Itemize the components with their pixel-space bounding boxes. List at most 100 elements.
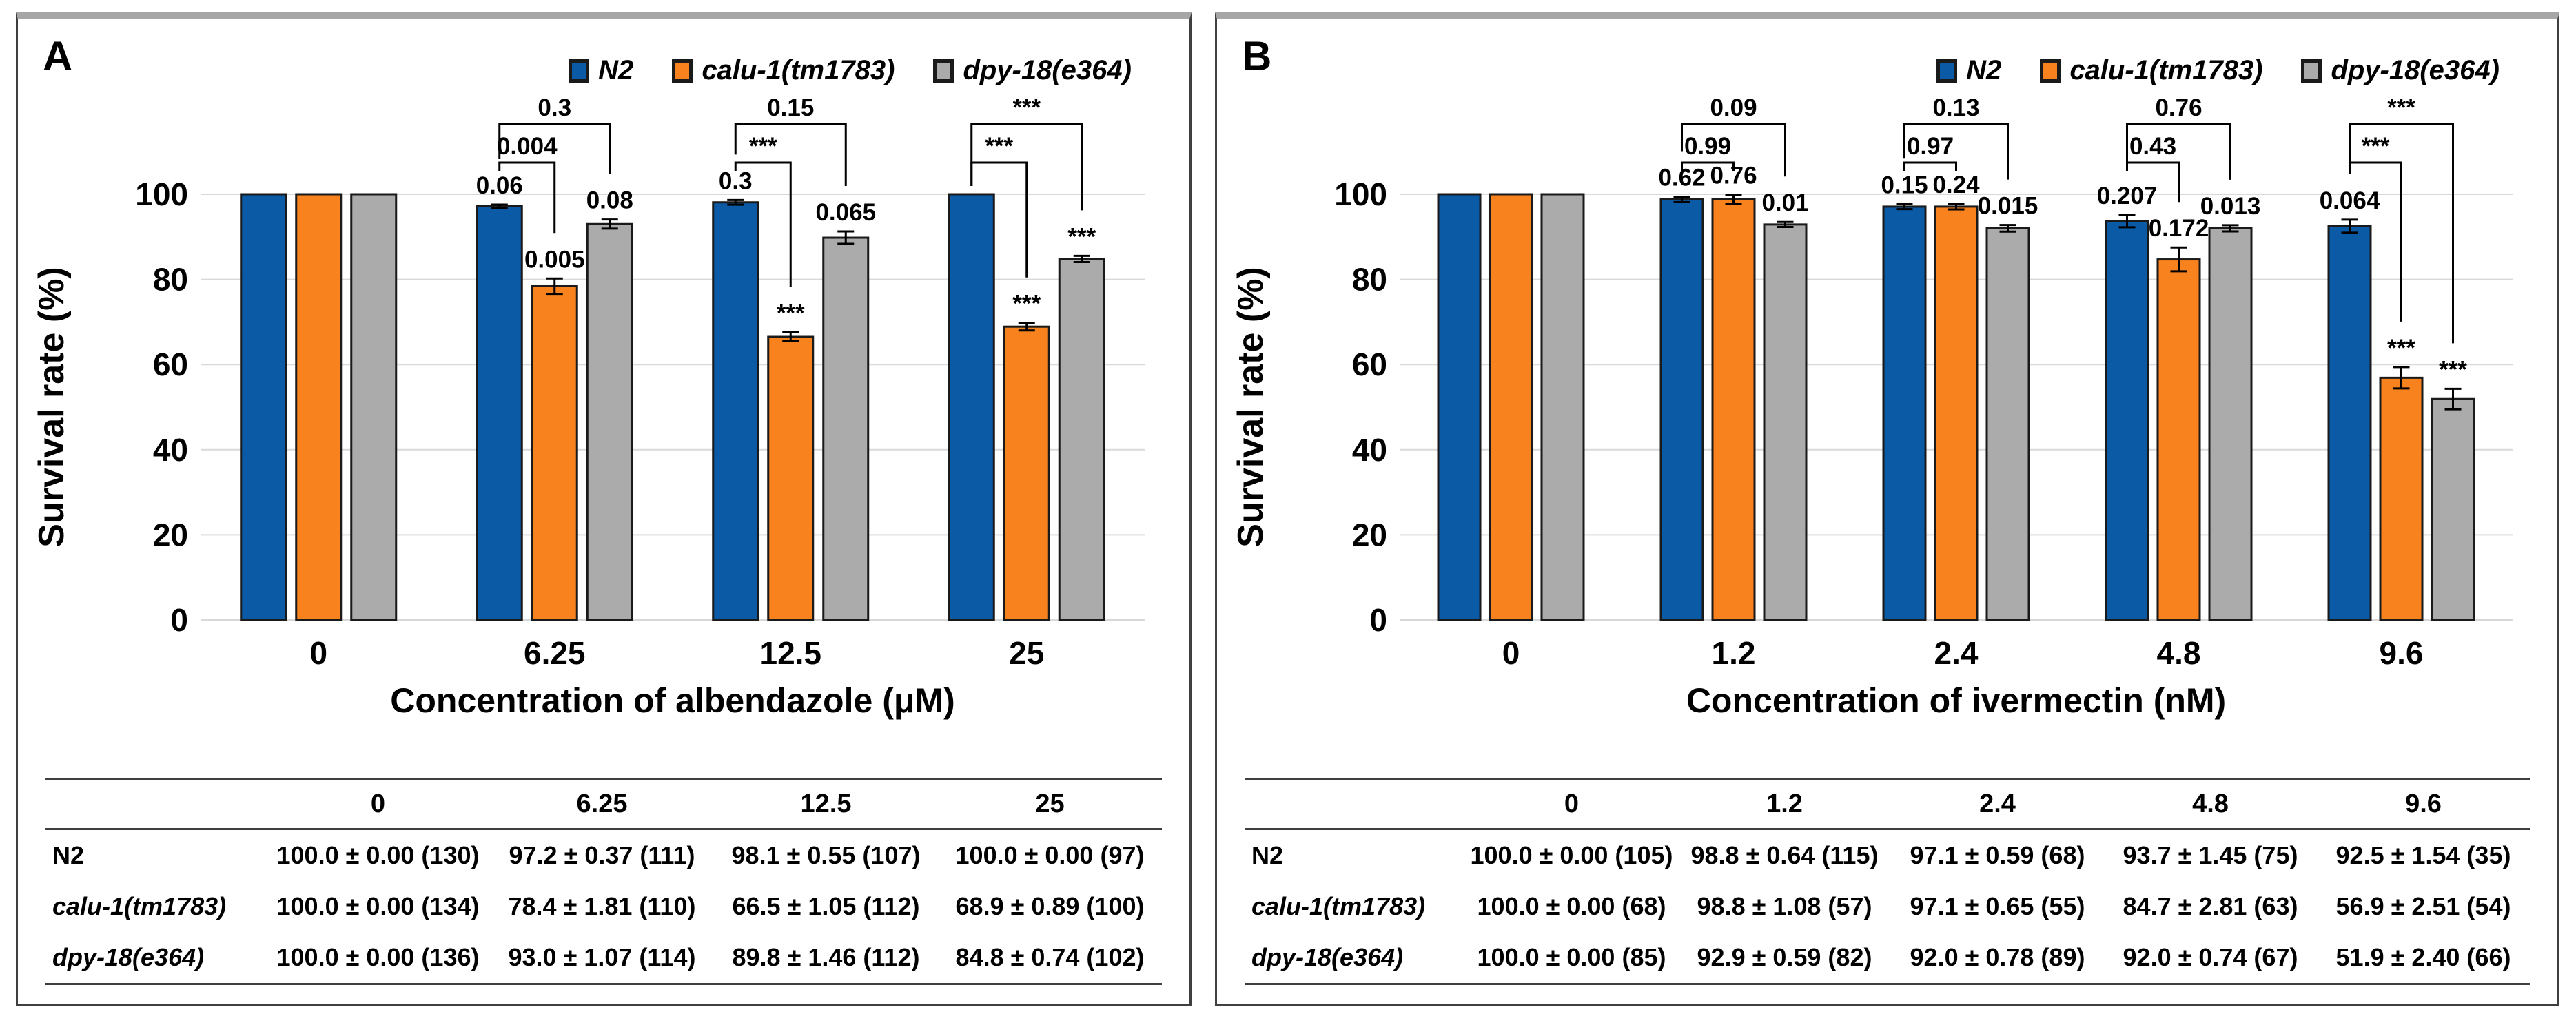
y-tick-label: 20 [1352, 517, 1387, 552]
table-cell: 100.0 ± 0.00 (105) [1470, 841, 1673, 869]
y-tick-label: 0 [170, 602, 188, 638]
table-header-cell: 25 [1035, 789, 1065, 818]
table-cell: 98.8 ± 0.64 (115) [1690, 841, 1879, 869]
panel-a: A N2 calu-1(tm1783) dpy-18(e364) 0 20 40 60 80… [16, 12, 1192, 1006]
table-row: dpy-18(e364) 100.0 ± 0.00 (85) 92.9 ± 0.59… [1245, 932, 2530, 984]
bar [295, 193, 343, 621]
p-value-label: 0.064 [2320, 187, 2380, 214]
bar [586, 222, 633, 621]
significance-bracket [1681, 161, 1735, 171]
p-value-label: *** [2387, 335, 2415, 362]
legend-label: dpy-18(e364) [963, 55, 1132, 85]
p-value-label: 0.005 [524, 246, 585, 273]
bracket-p-value-label: 0.99 [1684, 133, 1731, 160]
significance-bracket [2349, 123, 2454, 344]
bar [2431, 397, 2475, 621]
y-tick-label: 80 [153, 262, 188, 298]
table-cell: 78.4 ± 1.81 (110) [508, 892, 696, 920]
albendazole-results-table-area: 0 6.25 12.5 25 N2 100.0 ± 0.00 (130) 97.2 ± 0.… [45, 778, 1162, 985]
p-value-label: 0.06 [476, 172, 523, 199]
strain-row-label: calu-1(tm1783) [52, 892, 227, 920]
bracket-p-value-label: 0.15 [767, 96, 814, 121]
significance-bracket [734, 161, 792, 287]
bar [476, 205, 523, 621]
bar [1540, 193, 1585, 621]
table-cell: 56.9 ± 2.51 (54) [2335, 892, 2511, 920]
table-header-cell: 4.8 [2192, 789, 2229, 818]
x-axis-label: Concentration of ivermectin (nM) [1686, 681, 2226, 720]
table-header-row: 0 1.2 2.4 4.8 9.6 [1245, 780, 2530, 829]
legend-swatch-icon [672, 59, 693, 83]
legend-label: dpy-18(e364) [2331, 55, 2500, 85]
x-tick-label: 0 [309, 635, 327, 671]
strain-row-label: dpy-18(e364) [1251, 943, 1404, 971]
bar [1003, 325, 1050, 621]
table-cell: 100.0 ± 0.00 (136) [276, 943, 480, 971]
bracket-p-value-label: 0.13 [1932, 96, 1979, 121]
bar [948, 193, 995, 621]
p-value-label: 0.207 [2097, 183, 2158, 209]
legend-item: N2 [569, 55, 633, 86]
table-cell: 89.8 ± 1.46 (112) [732, 943, 920, 971]
bar [240, 193, 287, 621]
bar [1058, 258, 1105, 621]
strain-row-label: calu-1(tm1783) [1251, 892, 1426, 920]
significance-bracket [734, 123, 847, 187]
legend-item: calu-1(tm1783) [2040, 55, 2262, 86]
table-header-cell: 0 [370, 789, 386, 818]
bracket-p-value-label: *** [985, 133, 1013, 160]
table-row: N2 100.0 ± 0.00 (105) 98.8 ± 0.64 (115) 97.… [1245, 829, 2530, 882]
legend-item: calu-1(tm1783) [672, 55, 895, 86]
p-value-label: *** [2439, 356, 2467, 383]
table-header-row: 0 6.25 12.5 25 [45, 780, 1162, 829]
bracket-p-value-label: 0.004 [497, 133, 558, 160]
panel-b-label: B [1242, 33, 1272, 79]
table-header-cell: 0 [1564, 789, 1580, 818]
x-tick-label: 12.5 [759, 635, 821, 671]
table-row: N2 100.0 ± 0.00 (130) 97.2 ± 0.37 (111) 98.… [45, 829, 1162, 882]
table-cell: 92.5 ± 1.54 (35) [2335, 841, 2511, 869]
bracket-p-value-label: 0.09 [1710, 96, 1757, 121]
p-value-label: 0.015 [1978, 193, 2038, 220]
table-cell: 98.8 ± 1.08 (57) [1697, 892, 1872, 920]
p-value-label: *** [1012, 291, 1041, 318]
table-cell: 92.0 ± 0.78 (89) [1910, 943, 2085, 971]
table-cell: 100.0 ± 0.00 (134) [276, 892, 480, 920]
table-cell: 93.0 ± 1.07 (114) [508, 943, 696, 971]
bracket-p-value-label: 0.76 [2155, 96, 2202, 121]
table-cell: 100.0 ± 0.00 (130) [276, 841, 480, 869]
table-header-cell [45, 780, 266, 829]
y-tick-label: 100 [135, 176, 188, 212]
bar [767, 335, 815, 621]
bracket-p-value-label: *** [749, 133, 777, 160]
table-row: calu-1(tm1783) 100.0 ± 0.00 (68) 98.8 ± 1.… [1245, 881, 2530, 932]
strain-row-label: N2 [1251, 841, 1284, 869]
x-tick-label: 2.4 [1934, 635, 1979, 671]
y-tick-label: 40 [153, 432, 188, 468]
panel-b: B N2 calu-1(tm1783) dpy-18(e364) 0 20 40 60 80… [1215, 12, 2559, 1006]
results-table: 0 6.25 12.5 25 N2 100.0 ± 0.00 (130) 97.2 ± 0.… [45, 778, 1162, 985]
table-cell: 92.0 ± 0.74 (67) [2123, 943, 2298, 971]
bar [1437, 193, 1482, 621]
table-cell: 51.9 ± 2.40 (66) [2335, 943, 2511, 971]
legend: N2 calu-1(tm1783) dpy-18(e364) [1936, 55, 2500, 86]
legend-label: calu-1(tm1783) [702, 55, 895, 85]
x-tick-label: 9.6 [2380, 635, 2424, 671]
p-value-label: 0.24 [1932, 172, 1980, 198]
table-row: calu-1(tm1783) 100.0 ± 0.00 (134) 78.4 ± 1… [45, 881, 1162, 932]
bar [1934, 205, 1979, 621]
legend-label: calu-1(tm1783) [2069, 55, 2263, 85]
results-table: 0 1.2 2.4 4.8 9.6 N2 100.0 ± 0.00 (105) 98.8 ± … [1245, 778, 2530, 985]
table-row: dpy-18(e364) 100.0 ± 0.00 (136) 93.0 ± 1.0… [45, 932, 1162, 984]
bar [712, 201, 759, 621]
table-cell: 100.0 ± 0.00 (85) [1477, 943, 1666, 971]
y-axis-label: Survival rate (%) [1231, 267, 1271, 548]
table-header-cell: 2.4 [1979, 789, 2016, 818]
y-tick-label: 20 [153, 517, 188, 552]
p-value-label: *** [1067, 223, 1096, 250]
bracket-p-value-label: *** [2387, 96, 2415, 121]
ivermectin-survival-chart: 0 20 40 60 80 100 Survival rate (%) 0.62 0.15 0.2… [1217, 96, 2557, 758]
x-tick-label: 4.8 [2157, 635, 2201, 671]
y-axis-label: Survival rate (%) [32, 267, 72, 548]
